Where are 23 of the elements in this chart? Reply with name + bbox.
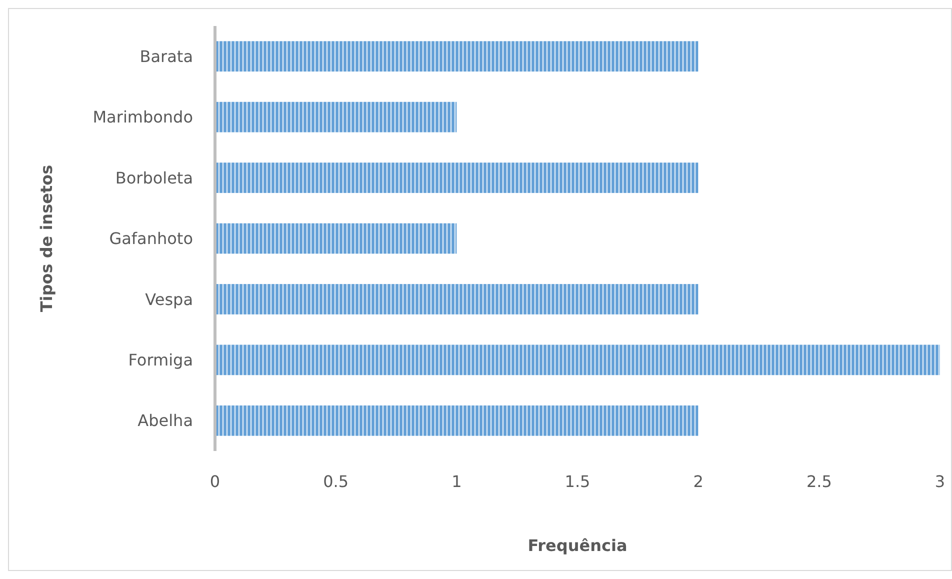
x-tick-label: 0.5 <box>323 472 349 491</box>
y-tick-label: Abelha <box>138 411 193 430</box>
bar <box>215 102 457 132</box>
bar <box>215 41 698 72</box>
x-axis-title: Frequência <box>528 536 628 555</box>
y-tick-label: Formiga <box>128 350 193 370</box>
x-tick-label: 3 <box>934 472 946 491</box>
x-tick-label: 1 <box>452 472 462 491</box>
y-tick-label: Gafanhoto <box>109 229 193 248</box>
bar <box>215 223 457 254</box>
bar <box>215 344 940 376</box>
bar <box>215 284 698 314</box>
bar <box>215 405 698 436</box>
x-tick-label: 0 <box>210 472 220 491</box>
x-tick-label: 2.5 <box>806 472 832 491</box>
y-tick-label: Barata <box>140 46 193 66</box>
y-tick-label: Vespa <box>145 290 193 309</box>
bar <box>215 162 698 193</box>
y-tick-label: Marimbondo <box>92 108 193 127</box>
x-tick-label: 1.5 <box>564 472 590 491</box>
y-axis-title: Tipos de insetos <box>37 164 56 312</box>
x-tick-label: 2 <box>693 472 704 491</box>
y-tick-label: Borboleta <box>115 168 193 188</box>
